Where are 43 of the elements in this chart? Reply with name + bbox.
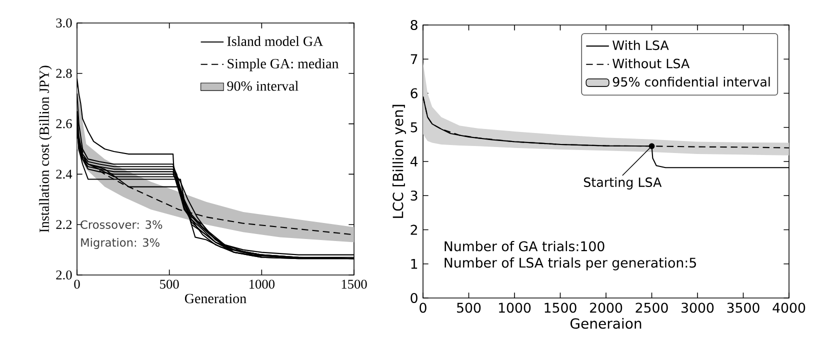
- y-tick-label: 6: [410, 88, 418, 98]
- x-tick-label: 1000: [499, 302, 531, 313]
- legend-label: 95% confidential interval: [612, 76, 770, 87]
- x-axis-title: Generation: [184, 294, 246, 304]
- y-tick-label: 0: [410, 292, 418, 304]
- y-axis-title: LCC [Billion yen]: [392, 104, 406, 218]
- y-tick-label: 2.4: [56, 170, 72, 179]
- x-tick-label: 0: [420, 302, 426, 313]
- y-tick-label: 4: [410, 156, 418, 166]
- x-tick-label: 3000: [682, 302, 714, 313]
- y-tick-label: 5: [410, 122, 418, 132]
- legend-label: Simple GA: median: [228, 58, 339, 72]
- legend-label: With LSA: [612, 40, 669, 50]
- annotation: Starting LSA: [584, 177, 662, 190]
- x-tick-label: 500: [457, 302, 481, 313]
- x-tick-label: 2000: [590, 302, 622, 313]
- x-tick-label: 2500: [636, 302, 668, 313]
- y-tick-label: 2: [410, 224, 417, 235]
- y-tick-label: 3.0: [56, 18, 72, 28]
- annotation: Number of LSA trials per generation:5: [444, 257, 696, 270]
- y-axis-title: Installation cost (Billion JPY): [39, 66, 52, 232]
- y-tick-label: 2.0: [56, 270, 72, 280]
- x-tick-label: 1000: [250, 280, 275, 289]
- x-tick-label: 500: [160, 280, 179, 289]
- y-tick-label: 7: [410, 54, 418, 64]
- y-tick-label: 2.8: [56, 68, 72, 78]
- x-tick-label: 0: [74, 280, 80, 289]
- legend-label: 90% interval: [227, 80, 298, 91]
- x-axis-title: Generaion: [570, 318, 642, 329]
- x-tick-label: 1500: [544, 302, 576, 313]
- legend-label: Island model GA: [227, 36, 324, 46]
- legend-label: Without LSA: [612, 58, 690, 68]
- y-tick-label: 3: [410, 190, 418, 201]
- x-tick-label: 3500: [727, 302, 760, 313]
- y-tick-label: 2.6: [56, 119, 72, 128]
- annotation: Migration: 3%: [81, 238, 160, 249]
- annotation: Crossover: 3%: [80, 220, 162, 229]
- x-tick-label: 4000: [772, 302, 806, 313]
- x-tick-label: 1500: [342, 280, 367, 289]
- y-tick-label: 1: [411, 259, 418, 269]
- y-tick-label: 8: [410, 20, 418, 30]
- annotation: Number of GA trials:100: [444, 240, 604, 252]
- y-tick-label: 2.2: [56, 220, 72, 230]
